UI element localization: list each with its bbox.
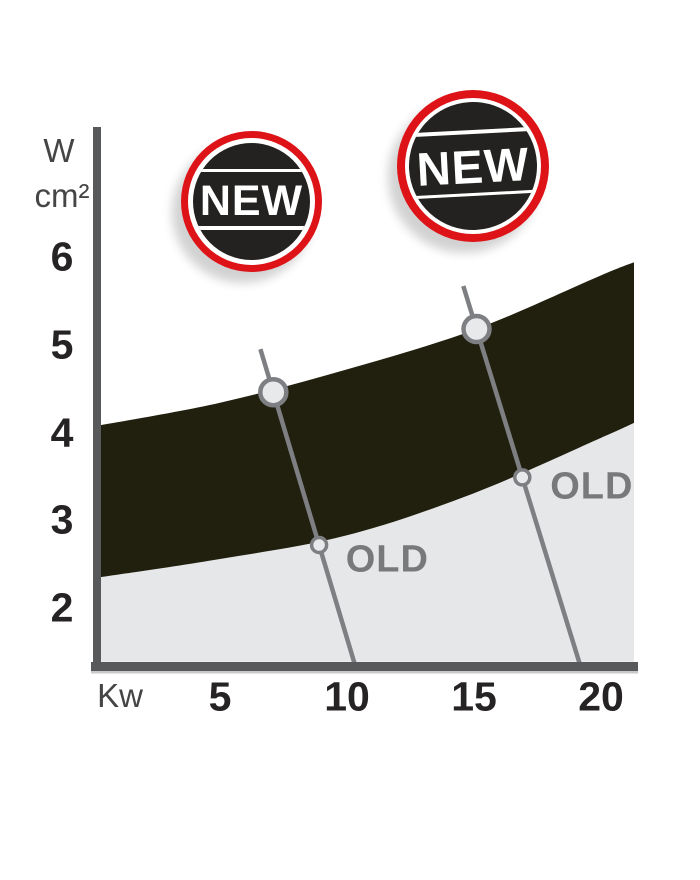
x-axis-unit: Kw (97, 677, 143, 714)
new-badge-white-ring: NEW (188, 138, 315, 265)
new-data-point-marker (258, 376, 289, 408)
y-axis-line (93, 127, 101, 671)
new-badge-disc: NEW (405, 98, 541, 234)
new-badge-label: NEW (415, 136, 531, 196)
new-badge-disc: NEW (192, 142, 310, 260)
old-band-area (93, 422, 634, 662)
old-data-point-marker (513, 468, 532, 487)
new-badge-left: NEW (181, 131, 322, 272)
y-axis-unit-numerator: W (43, 132, 75, 169)
y-tick-label: 3 (50, 496, 74, 543)
x-tick-label: 20 (578, 673, 624, 720)
y-tick-label: 2 (50, 584, 74, 631)
new-data-point-marker (461, 313, 492, 345)
badge-rule-icon (192, 168, 310, 173)
old-data-point-marker (309, 535, 329, 555)
x-tick-label: 5 (208, 673, 232, 720)
old-series-label: OLD (345, 538, 429, 581)
y-axis-unit-denominator: cm² (34, 177, 90, 214)
badge-rule-icon (192, 226, 310, 230)
old-series-label: OLD (550, 465, 634, 508)
y-tick-label: 5 (50, 321, 74, 368)
x-tick-label: 10 (324, 673, 370, 720)
x-tick-label: 15 (451, 673, 497, 720)
x-axis-shadow (91, 671, 638, 674)
new-band-area (93, 262, 634, 579)
new-badge-right: NEW (397, 90, 549, 242)
x-axis-line (91, 662, 638, 671)
new-badge-label: NEW (199, 176, 304, 225)
y-tick-label: 6 (50, 233, 74, 280)
new-badge-white-ring: NEW (404, 97, 542, 235)
y-tick-label: 4 (50, 409, 74, 456)
